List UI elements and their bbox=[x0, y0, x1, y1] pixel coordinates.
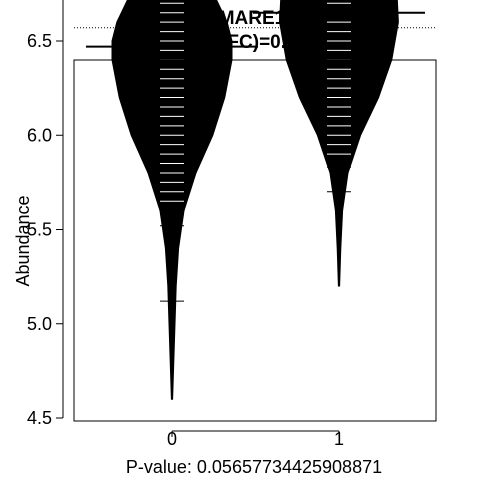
plot-frame bbox=[73, 59, 437, 422]
x-tick-label: 1 bbox=[334, 429, 344, 449]
y-axis: 8.07.57.06.56.05.55.04.5 bbox=[27, 0, 64, 428]
y-tick-label: 6.5 bbox=[27, 31, 52, 51]
bean-group-1 bbox=[279, 0, 399, 287]
y-tick-label: 5.0 bbox=[27, 314, 52, 334]
y-tick-label: 4.5 bbox=[27, 408, 52, 428]
x-axis-label: P-value: 0.05657734425908871 bbox=[126, 457, 382, 477]
y-tick-label: 5.5 bbox=[27, 220, 52, 240]
chart-title: MARE1 bbox=[219, 8, 286, 29]
bean-group-0 bbox=[111, 0, 233, 400]
plot-area bbox=[74, 0, 436, 400]
x-tick-label: 0 bbox=[167, 429, 177, 449]
y-axis-label: Abundance bbox=[13, 195, 33, 286]
y-tick-label: 6.0 bbox=[27, 125, 52, 145]
